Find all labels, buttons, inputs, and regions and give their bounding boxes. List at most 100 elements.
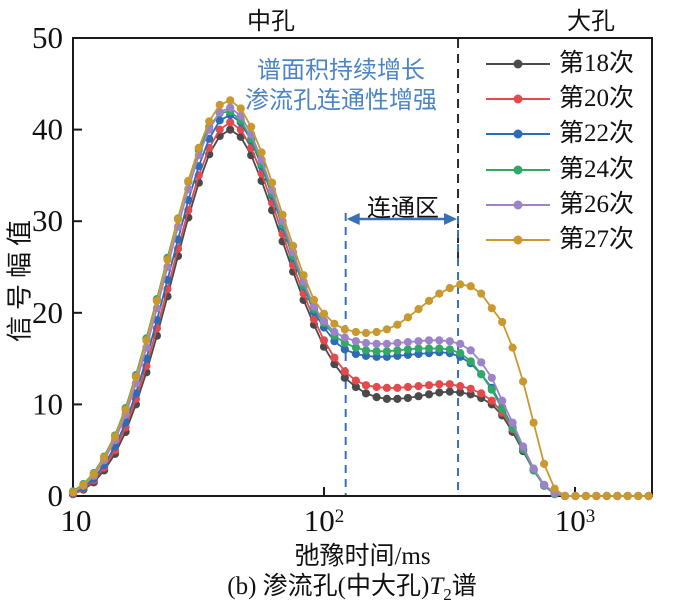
data-point bbox=[340, 367, 349, 376]
legend-dot-icon bbox=[513, 94, 523, 104]
data-point bbox=[215, 125, 224, 134]
data-point bbox=[361, 389, 371, 398]
x-tick-label-100: 102 bbox=[303, 503, 345, 538]
annotation-line-2: 渗流孔连通性增强 bbox=[245, 88, 437, 114]
data-point bbox=[435, 388, 444, 397]
data-point bbox=[100, 453, 109, 462]
data-point bbox=[414, 344, 423, 353]
data-point bbox=[330, 353, 339, 362]
data-point bbox=[340, 345, 349, 354]
data-point bbox=[623, 491, 632, 501]
data-point bbox=[215, 108, 224, 117]
data-point bbox=[372, 347, 381, 356]
data-point bbox=[519, 377, 528, 386]
data-point bbox=[382, 339, 391, 348]
data-point bbox=[498, 317, 507, 327]
data-point bbox=[456, 349, 465, 358]
data-point bbox=[424, 390, 434, 399]
data-point bbox=[340, 373, 349, 382]
data-point bbox=[560, 491, 570, 501]
data-point bbox=[445, 387, 454, 396]
data-point bbox=[142, 336, 151, 345]
caption-suffix: 谱 bbox=[451, 573, 477, 600]
data-point bbox=[184, 176, 193, 185]
data-point bbox=[382, 394, 391, 403]
data-point bbox=[393, 394, 402, 403]
data-point bbox=[173, 215, 183, 224]
y-axis-label: 信号幅值 bbox=[5, 213, 35, 343]
data-point bbox=[435, 380, 444, 389]
data-point bbox=[613, 491, 622, 501]
data-point bbox=[330, 327, 339, 337]
data-point bbox=[299, 271, 308, 280]
data-point bbox=[163, 255, 172, 264]
data-point bbox=[508, 418, 517, 427]
data-point bbox=[309, 295, 319, 305]
data-point bbox=[508, 343, 517, 352]
data-point bbox=[309, 302, 319, 311]
data-point bbox=[403, 382, 412, 392]
data-point bbox=[487, 385, 496, 394]
data-point bbox=[456, 280, 465, 289]
data-point bbox=[424, 381, 434, 390]
data-point bbox=[268, 178, 277, 187]
legend-line-icon bbox=[486, 235, 550, 245]
data-point bbox=[257, 148, 266, 157]
legend-dot-icon bbox=[513, 165, 523, 175]
data-point bbox=[330, 360, 339, 369]
data-point bbox=[226, 103, 235, 112]
data-point bbox=[487, 304, 496, 313]
data-point bbox=[382, 383, 391, 392]
data-point bbox=[382, 347, 391, 356]
data-point bbox=[424, 344, 434, 353]
data-point bbox=[361, 338, 371, 348]
data-point bbox=[351, 349, 360, 359]
data-point bbox=[361, 346, 371, 355]
y-tick-label: 0 bbox=[48, 478, 64, 513]
data-point bbox=[372, 393, 381, 402]
data-point bbox=[372, 382, 381, 392]
connectivity-zone-arrow bbox=[346, 213, 458, 225]
data-point bbox=[414, 392, 423, 401]
caption-t-symbol: T bbox=[429, 573, 444, 600]
caption-t-subscript: 2 bbox=[443, 585, 452, 601]
data-point bbox=[351, 337, 360, 346]
data-point bbox=[372, 327, 381, 337]
data-point bbox=[194, 143, 203, 152]
legend-label: 第22次 bbox=[559, 120, 635, 147]
data-point bbox=[226, 96, 235, 105]
legend-item-run27: 第27次 bbox=[486, 224, 634, 256]
data-point bbox=[477, 358, 486, 367]
axis-ticks: 0 10 20 30 40 50 bbox=[32, 20, 576, 513]
data-point bbox=[529, 464, 538, 473]
data-point bbox=[456, 382, 465, 391]
data-point bbox=[445, 380, 454, 389]
data-point bbox=[351, 382, 360, 392]
data-point bbox=[581, 491, 591, 501]
data-point bbox=[309, 315, 319, 324]
data-point bbox=[215, 100, 224, 109]
legend-dot-icon bbox=[513, 200, 523, 210]
data-point bbox=[215, 116, 224, 125]
data-point bbox=[498, 396, 507, 405]
data-point bbox=[414, 337, 423, 346]
data-point bbox=[602, 491, 611, 501]
data-point bbox=[445, 284, 454, 293]
data-point bbox=[414, 382, 423, 391]
data-point bbox=[424, 296, 434, 305]
connectivity-zone-label: 连通区 bbox=[367, 196, 439, 222]
legend-dot-icon bbox=[513, 235, 523, 245]
data-point bbox=[519, 442, 528, 451]
legend-label: 第18次 bbox=[559, 50, 635, 77]
data-point bbox=[466, 357, 475, 366]
x-axis-label: 弛豫时间/ms bbox=[294, 543, 431, 570]
data-point bbox=[361, 328, 371, 338]
y-tick-label: 10 bbox=[32, 386, 63, 421]
y-tick-label: 40 bbox=[32, 112, 63, 147]
data-point bbox=[466, 282, 475, 291]
legend-label: 第27次 bbox=[559, 226, 635, 253]
y-tick-label: 50 bbox=[32, 20, 63, 55]
data-point bbox=[456, 339, 465, 348]
data-point bbox=[445, 337, 454, 346]
